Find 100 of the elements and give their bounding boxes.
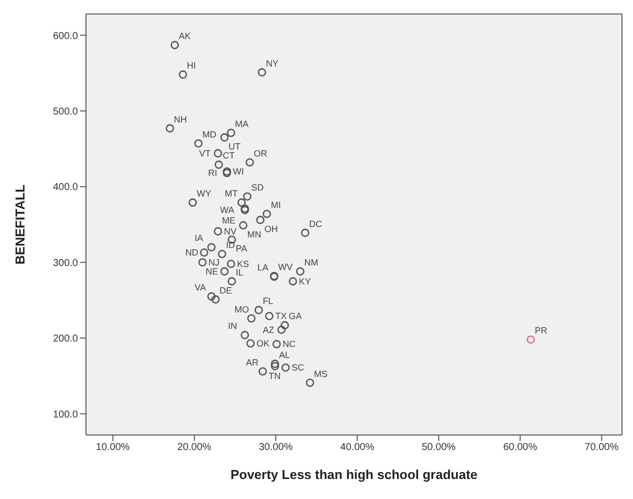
data-label: NM (304, 257, 318, 268)
point (277, 326, 286, 334)
data-label: UT (228, 141, 241, 152)
point (237, 198, 246, 207)
data-label: RI (208, 168, 218, 178)
point (265, 312, 274, 320)
data-label: ME (222, 216, 236, 226)
point (243, 192, 252, 201)
x-tick-label: 60.00% (503, 442, 538, 454)
data-label: LA (257, 262, 268, 273)
data-label: AL (278, 350, 290, 360)
point (272, 340, 281, 348)
point (207, 243, 216, 252)
data-label: MT (224, 188, 238, 199)
x-tick-label: 30.00% (258, 442, 293, 454)
point (228, 277, 236, 286)
point (270, 362, 280, 370)
data-label: WY (196, 188, 212, 199)
data-label: MO (234, 304, 250, 314)
point (239, 221, 248, 230)
point (178, 70, 188, 79)
data-label: SD (251, 182, 264, 192)
point (211, 295, 220, 304)
data-label: MN (247, 229, 262, 240)
point (288, 277, 298, 286)
data-label: WA (220, 205, 234, 216)
data-label: FL (262, 296, 274, 306)
point (300, 228, 310, 237)
x-tick-label: 40.00% (340, 442, 374, 454)
data-label: MD (202, 129, 217, 140)
data-label: DC (309, 218, 323, 229)
point (188, 198, 197, 207)
data-label: OK (256, 338, 270, 348)
data-label: WI (232, 166, 244, 176)
x-tick-label: 20.00% (177, 442, 212, 454)
data-label: VA (194, 282, 206, 292)
point (246, 339, 255, 348)
point (270, 360, 280, 368)
data-label: NC (282, 339, 296, 350)
data-label: KY (298, 276, 311, 286)
point (246, 158, 254, 167)
data-label: IL (236, 267, 244, 278)
x-tick-label: 70.00% (584, 442, 619, 454)
data-label: MI (270, 200, 281, 210)
data-label: TX (275, 311, 287, 322)
point (198, 258, 207, 267)
point (226, 260, 236, 268)
data-label: GA (288, 311, 302, 322)
y-tick-label: 200.0 (52, 334, 78, 345)
point (166, 124, 174, 132)
point (526, 335, 535, 344)
data-label: NE (206, 266, 218, 276)
y-tick-label: 500.0 (52, 106, 78, 118)
data-label: NJ (208, 257, 220, 268)
data-label: IN (228, 321, 238, 332)
point (214, 227, 222, 236)
point (226, 128, 236, 138)
data-label: ND (185, 248, 199, 258)
data-label: IA (194, 233, 204, 244)
data-label: DE (220, 285, 232, 296)
point (194, 139, 203, 148)
point (296, 267, 304, 276)
data-label: NY (266, 58, 278, 68)
y-axis-title: BENEFITALL (12, 184, 28, 264)
y-tick-label: 400.0 (52, 182, 78, 194)
data-label: NH (174, 114, 187, 124)
point (170, 40, 179, 50)
data-label: TN (268, 371, 281, 382)
point (214, 149, 222, 158)
point (220, 267, 229, 276)
point (200, 248, 208, 257)
data-label: CT (222, 150, 236, 161)
x-axis-title: Poverty Less than high school graduate (230, 467, 478, 482)
point (280, 321, 289, 330)
data-label: MA (234, 118, 248, 129)
point (262, 210, 271, 218)
data-label: OH (264, 224, 278, 234)
y-tick-label: 600.0 (52, 30, 78, 42)
point (306, 378, 314, 387)
data-label: OR (254, 148, 268, 158)
y-tick-label: 100.0 (52, 409, 78, 420)
point (258, 68, 266, 76)
point (254, 306, 263, 314)
point (247, 314, 256, 323)
point (258, 367, 267, 376)
data-label: WV (278, 262, 293, 272)
data-label: MS (314, 368, 328, 379)
point (218, 250, 226, 258)
data-label: PR (534, 326, 548, 336)
x-tick-label: 50.00% (422, 442, 456, 454)
data-label: SC (292, 362, 305, 373)
data-label: AK (178, 31, 191, 42)
data-label: ID (226, 240, 236, 250)
data-label: HI (186, 60, 196, 71)
point (240, 330, 249, 340)
data-label: AR (246, 357, 259, 368)
data-label: VT (199, 148, 212, 158)
data-label: PA (236, 244, 248, 254)
point (281, 363, 290, 372)
y-tick-label: 300.0 (52, 258, 78, 269)
